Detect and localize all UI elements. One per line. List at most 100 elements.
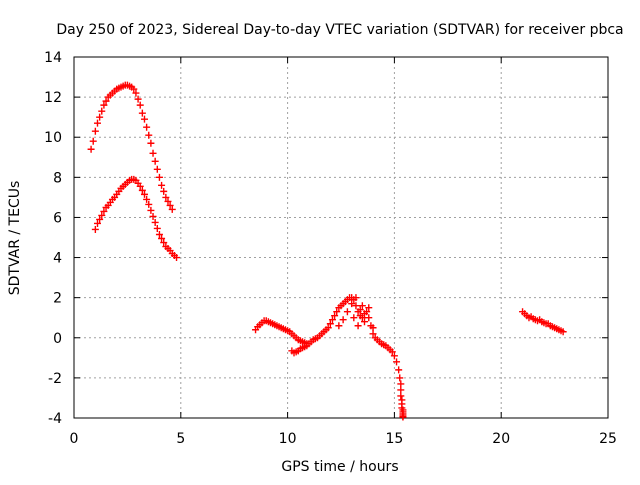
data-point <box>158 181 166 189</box>
data-point <box>343 308 351 316</box>
data-point <box>390 352 398 360</box>
data-point <box>96 215 104 223</box>
data-point <box>352 302 360 310</box>
data-point <box>155 230 163 238</box>
data-point <box>100 101 108 109</box>
data-point <box>136 101 144 109</box>
data-point <box>160 187 168 195</box>
data-point <box>145 131 153 139</box>
y-tick-label: 4 <box>53 251 62 267</box>
y-tick-label: 2 <box>53 291 62 307</box>
data-point <box>360 318 368 326</box>
data-point <box>324 324 332 332</box>
data-point <box>399 413 407 421</box>
y-tick-label: 0 <box>53 331 62 347</box>
data-point <box>93 219 101 227</box>
y-tick-label: -2 <box>48 371 62 387</box>
data-point <box>393 358 401 366</box>
data-point <box>153 224 161 232</box>
data-point <box>140 115 148 123</box>
data-point <box>130 85 138 93</box>
data-point <box>396 374 404 382</box>
x-tick-label: 10 <box>279 431 297 447</box>
data-point <box>160 239 168 247</box>
data-point <box>102 97 110 105</box>
data-point <box>143 195 151 203</box>
series-layer <box>87 81 567 421</box>
data-point <box>91 127 99 135</box>
data-series-4 <box>519 308 567 336</box>
data-point <box>348 300 356 308</box>
data-point <box>151 218 159 226</box>
data-point <box>162 193 170 201</box>
data-point <box>354 322 362 330</box>
data-point <box>358 314 366 322</box>
x-axis-label: GPS time / hours <box>281 459 398 475</box>
data-point <box>87 145 95 153</box>
data-point <box>136 182 144 190</box>
data-point <box>134 95 142 103</box>
data-point <box>147 206 155 214</box>
data-point <box>365 304 373 312</box>
data-point <box>98 211 106 219</box>
data-point <box>388 348 396 356</box>
grid-layer <box>74 57 608 418</box>
tick-layer: 0 5 10 15 20 25 -4 -2 0 2 4 6 8 10 12 14 <box>44 50 617 447</box>
data-point <box>352 294 360 302</box>
data-point <box>397 386 405 394</box>
x-tick-label: 0 <box>70 431 79 447</box>
data-point <box>93 119 101 127</box>
y-tick-label: 14 <box>44 50 62 66</box>
y-tick-label: 10 <box>44 130 62 146</box>
data-point <box>168 205 176 213</box>
data-point <box>166 201 174 209</box>
data-point <box>369 330 377 338</box>
data-point <box>365 314 373 322</box>
x-tick-label: 20 <box>492 431 510 447</box>
data-point <box>356 306 364 314</box>
data-series-3 <box>252 294 407 421</box>
data-point <box>147 139 155 147</box>
data-point <box>326 320 334 328</box>
plot-frame <box>73 56 609 419</box>
data-point <box>89 137 97 145</box>
data-point <box>143 123 151 131</box>
data-point <box>138 186 146 194</box>
data-point <box>155 173 163 181</box>
data-point <box>96 113 104 121</box>
y-axis-label: SDTVAR / TECUs <box>7 181 23 296</box>
data-point <box>100 207 108 215</box>
data-point <box>395 366 403 374</box>
data-point <box>333 308 341 316</box>
data-point <box>145 200 153 208</box>
y-tick-label: 6 <box>53 210 62 226</box>
data-point <box>153 165 161 173</box>
y-tick-label: -4 <box>48 411 62 427</box>
data-point <box>559 328 567 336</box>
data-point <box>158 235 166 243</box>
data-point <box>328 316 336 324</box>
x-tick-label: 15 <box>385 431 403 447</box>
data-point <box>149 212 157 220</box>
data-series-2 <box>91 175 181 262</box>
x-tick-label: 5 <box>176 431 185 447</box>
y-tick-label: 12 <box>44 90 62 106</box>
data-point <box>173 254 181 262</box>
data-point <box>335 322 343 330</box>
data-point <box>397 392 405 400</box>
x-tick-label: 25 <box>599 431 617 447</box>
data-point <box>149 149 157 157</box>
data-point <box>140 190 148 198</box>
data-point <box>363 308 371 316</box>
data-point <box>369 324 377 332</box>
y-tick-label: 8 <box>53 170 62 186</box>
data-series-1 <box>87 81 176 213</box>
data-point <box>339 316 347 324</box>
chart-title: Day 250 of 2023, Sidereal Day-to-day VTE… <box>56 22 623 38</box>
data-point <box>164 197 172 205</box>
data-point <box>98 107 106 115</box>
data-point <box>397 380 405 388</box>
